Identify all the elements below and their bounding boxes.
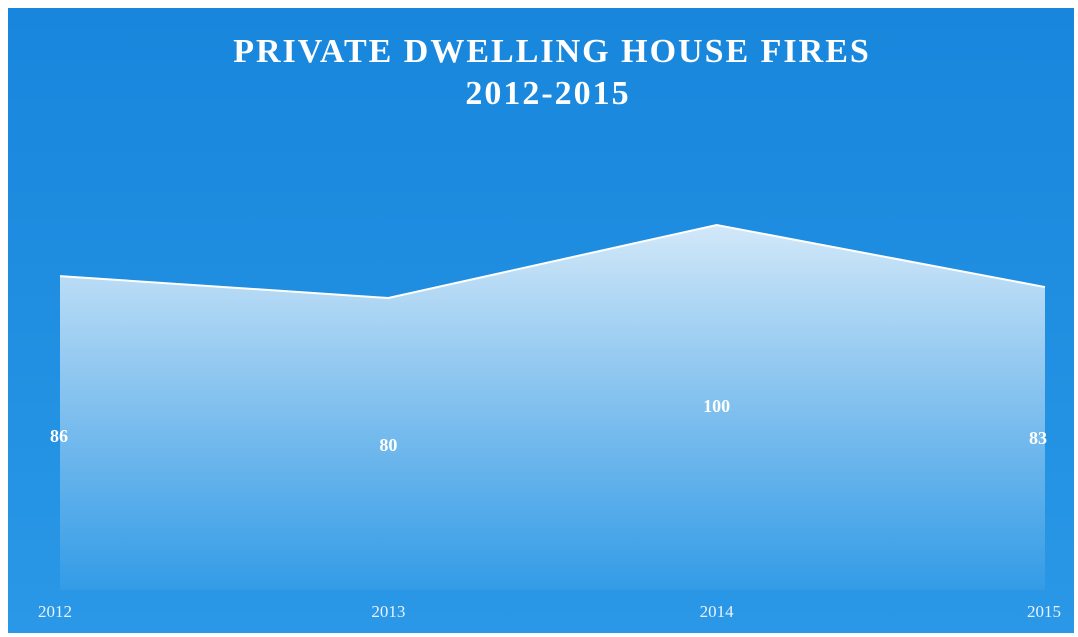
x-tick-label: 2014 [700, 602, 735, 621]
data-label: 100 [703, 396, 730, 416]
area [60, 225, 1045, 590]
x-tick-label: 2012 [38, 602, 72, 621]
chart-subtitle: 2012-2015 [465, 75, 630, 112]
x-tick-label: 2013 [371, 602, 405, 621]
chart-title: PRIVATE DWELLING HOUSE FIRES [233, 33, 871, 70]
x-tick-label: 2015 [1027, 602, 1061, 621]
area-line [59, 223, 1046, 300]
data-label: 83 [1029, 428, 1047, 448]
data-label: 86 [50, 426, 68, 446]
data-label: 80 [379, 435, 397, 455]
